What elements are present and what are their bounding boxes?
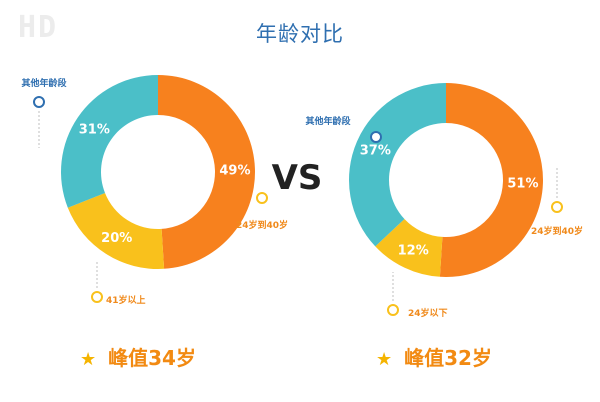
donut-slice	[67, 192, 165, 269]
slice-percent-label: 12%	[398, 244, 429, 259]
callout-marker-icon	[91, 291, 103, 303]
peak-text-left: 峰值34岁	[108, 346, 196, 370]
chart-title: 年龄对比	[256, 22, 344, 46]
donut-slice	[439, 83, 543, 277]
callout-marker-icon	[370, 131, 382, 143]
slice-category-label: 41岁以上	[106, 294, 146, 306]
callout-marker-icon	[33, 96, 45, 108]
donut-slice	[158, 75, 255, 269]
slice-category-label: 24岁到40岁	[531, 225, 583, 237]
slice-category-label: 24岁以下	[408, 307, 448, 319]
slice-percent-label: 49%	[219, 164, 250, 179]
callout-marker-icon	[256, 192, 268, 204]
slice-percent-label: 20%	[101, 231, 132, 246]
star-icon: ★	[376, 349, 393, 370]
donut-slice	[61, 75, 159, 208]
slice-percent-label: 37%	[360, 143, 391, 158]
slice-percent-label: 31%	[79, 123, 110, 138]
watermark: HD	[18, 10, 59, 45]
peak-text-right: 峰值32岁	[404, 346, 492, 370]
peak-age-right: ★ 峰值32岁	[376, 342, 492, 371]
vs-label: VS	[272, 158, 323, 198]
slice-category-label: 24岁到40岁	[236, 219, 288, 231]
star-icon: ★	[80, 349, 97, 370]
callout-marker-icon	[551, 201, 563, 213]
callout-marker-icon	[387, 304, 399, 316]
slice-category-label: 其他年龄段	[305, 115, 351, 127]
slice-category-label: 其他年龄段	[21, 77, 67, 89]
peak-age-left: ★ 峰值34岁	[80, 342, 196, 371]
donut-slice	[375, 219, 443, 277]
slice-percent-label: 51%	[507, 176, 538, 191]
donut-slice	[349, 83, 446, 247]
